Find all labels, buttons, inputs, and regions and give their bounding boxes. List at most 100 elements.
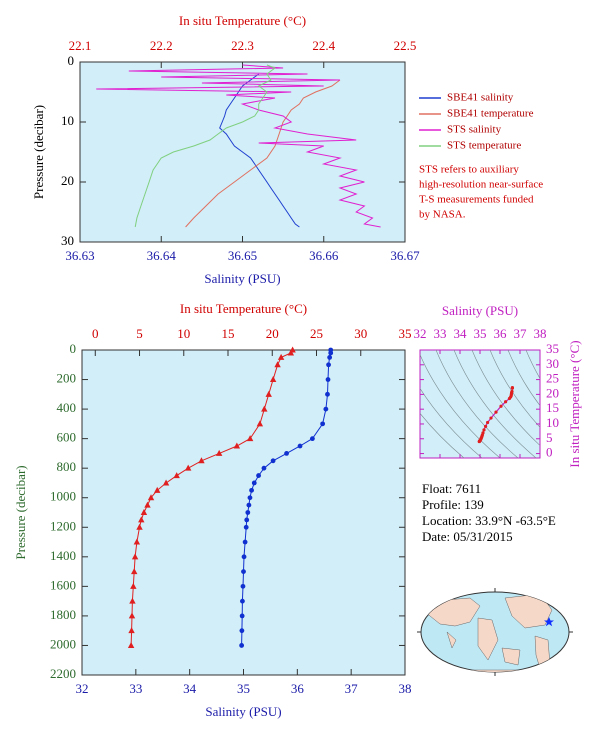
x2-tick-label: 22.2 bbox=[150, 38, 173, 53]
series-line bbox=[185, 79, 341, 228]
x-tick-label: 36.66 bbox=[309, 248, 339, 263]
x-tick-label: 38 bbox=[534, 326, 547, 341]
y-tick-label: 1200 bbox=[50, 518, 76, 533]
note: high-resolution near-surface bbox=[419, 179, 543, 191]
marker bbox=[274, 361, 281, 368]
contour bbox=[507, 350, 540, 407]
contour bbox=[525, 350, 540, 379]
x-tick-label: 35 bbox=[474, 326, 487, 341]
float-info: Float: 7611 bbox=[422, 481, 481, 496]
y-tick-label: 1800 bbox=[50, 607, 76, 622]
marker bbox=[147, 494, 155, 501]
marker bbox=[327, 354, 333, 360]
marker bbox=[240, 583, 246, 589]
x-tick-label: 37 bbox=[514, 326, 528, 341]
marker bbox=[287, 349, 295, 356]
marker bbox=[241, 569, 246, 574]
plot-area bbox=[81, 349, 406, 676]
marker bbox=[277, 353, 285, 360]
x-tick-label: 33 bbox=[129, 681, 142, 696]
marker bbox=[240, 598, 245, 604]
marker bbox=[127, 641, 135, 648]
ts-point bbox=[477, 439, 481, 444]
x2-tick-label: 5 bbox=[136, 326, 143, 341]
series-line bbox=[219, 73, 300, 228]
legend-label: STS salinity bbox=[447, 124, 502, 136]
marker bbox=[265, 390, 272, 397]
contour bbox=[489, 350, 540, 428]
float-info: Location: 33.9°N -63.5°E bbox=[422, 513, 556, 528]
y-tick-label: 400 bbox=[57, 400, 77, 415]
ts-point bbox=[504, 400, 508, 404]
marker bbox=[325, 391, 330, 397]
marker bbox=[173, 472, 180, 479]
series-line bbox=[96, 64, 381, 228]
y-tick-label: 10 bbox=[546, 415, 559, 430]
x2-tick-label: 30 bbox=[354, 326, 367, 341]
y-axis-label: Pressure (decibar) bbox=[31, 105, 46, 199]
ts-point bbox=[482, 428, 486, 432]
marker bbox=[320, 421, 326, 427]
series-line bbox=[134, 64, 277, 228]
float-info: Date: 05/31/2015 bbox=[422, 529, 513, 544]
y-tick-label: 0 bbox=[70, 341, 77, 356]
ts-point bbox=[486, 420, 490, 425]
y-tick-label: 0 bbox=[546, 445, 553, 460]
ts-point bbox=[489, 416, 493, 420]
marker bbox=[239, 613, 245, 619]
marker bbox=[261, 405, 268, 412]
marker bbox=[162, 479, 170, 486]
ts-point bbox=[510, 386, 514, 390]
x2-axis-label: In situ Temperature (°C) bbox=[180, 301, 307, 316]
y-tick-label: 30 bbox=[61, 233, 74, 248]
marker bbox=[233, 442, 241, 449]
marker bbox=[328, 350, 334, 356]
x-axis-label: Salinity (PSU) bbox=[205, 704, 281, 719]
float-info: Profile: 139 bbox=[422, 497, 484, 512]
marker bbox=[270, 458, 276, 464]
marker bbox=[133, 538, 141, 545]
marker bbox=[323, 406, 329, 412]
x-tick-label: 36.67 bbox=[390, 248, 420, 263]
marker bbox=[130, 582, 137, 589]
density-contours bbox=[420, 350, 540, 458]
marker bbox=[138, 516, 145, 523]
x-tick-label: 34 bbox=[454, 326, 468, 341]
y-tick-label: 20 bbox=[61, 173, 74, 188]
contour bbox=[420, 412, 465, 458]
marker bbox=[215, 449, 223, 456]
y-tick-label: 35 bbox=[546, 341, 559, 356]
marker bbox=[239, 643, 245, 648]
x2-tick-label: 22.3 bbox=[231, 38, 254, 53]
marker bbox=[242, 539, 248, 545]
marker bbox=[129, 597, 136, 604]
marker bbox=[325, 377, 331, 382]
marker bbox=[297, 443, 303, 449]
contour bbox=[435, 350, 519, 458]
x-tick-label: 36.63 bbox=[65, 248, 94, 263]
y-tick-label: 15 bbox=[546, 400, 559, 415]
marker bbox=[246, 435, 254, 442]
marker bbox=[184, 464, 192, 471]
x-axis-label: Salinity (PSU) bbox=[442, 303, 518, 318]
contour bbox=[420, 387, 483, 458]
x2-tick-label: 25 bbox=[310, 326, 323, 341]
ts-point bbox=[484, 424, 488, 428]
world-map bbox=[417, 588, 573, 676]
ts-point bbox=[499, 404, 503, 408]
legend-label: SBE41 temperature bbox=[447, 108, 534, 120]
x-tick-label: 32 bbox=[76, 681, 89, 696]
y-tick-label: 30 bbox=[546, 356, 559, 371]
x2-tick-label: 15 bbox=[222, 326, 235, 341]
x-tick-label: 33 bbox=[434, 326, 447, 341]
y-tick-label: 200 bbox=[57, 371, 77, 386]
x-tick-label: 34 bbox=[183, 681, 197, 696]
y-tick-label: 5 bbox=[546, 430, 553, 445]
marker bbox=[154, 486, 161, 493]
marker bbox=[244, 517, 250, 523]
marker bbox=[128, 612, 136, 619]
y-tick-label: 600 bbox=[57, 430, 77, 445]
x2-tick-label: 0 bbox=[92, 326, 99, 341]
y-tick-label: 10 bbox=[61, 113, 74, 128]
